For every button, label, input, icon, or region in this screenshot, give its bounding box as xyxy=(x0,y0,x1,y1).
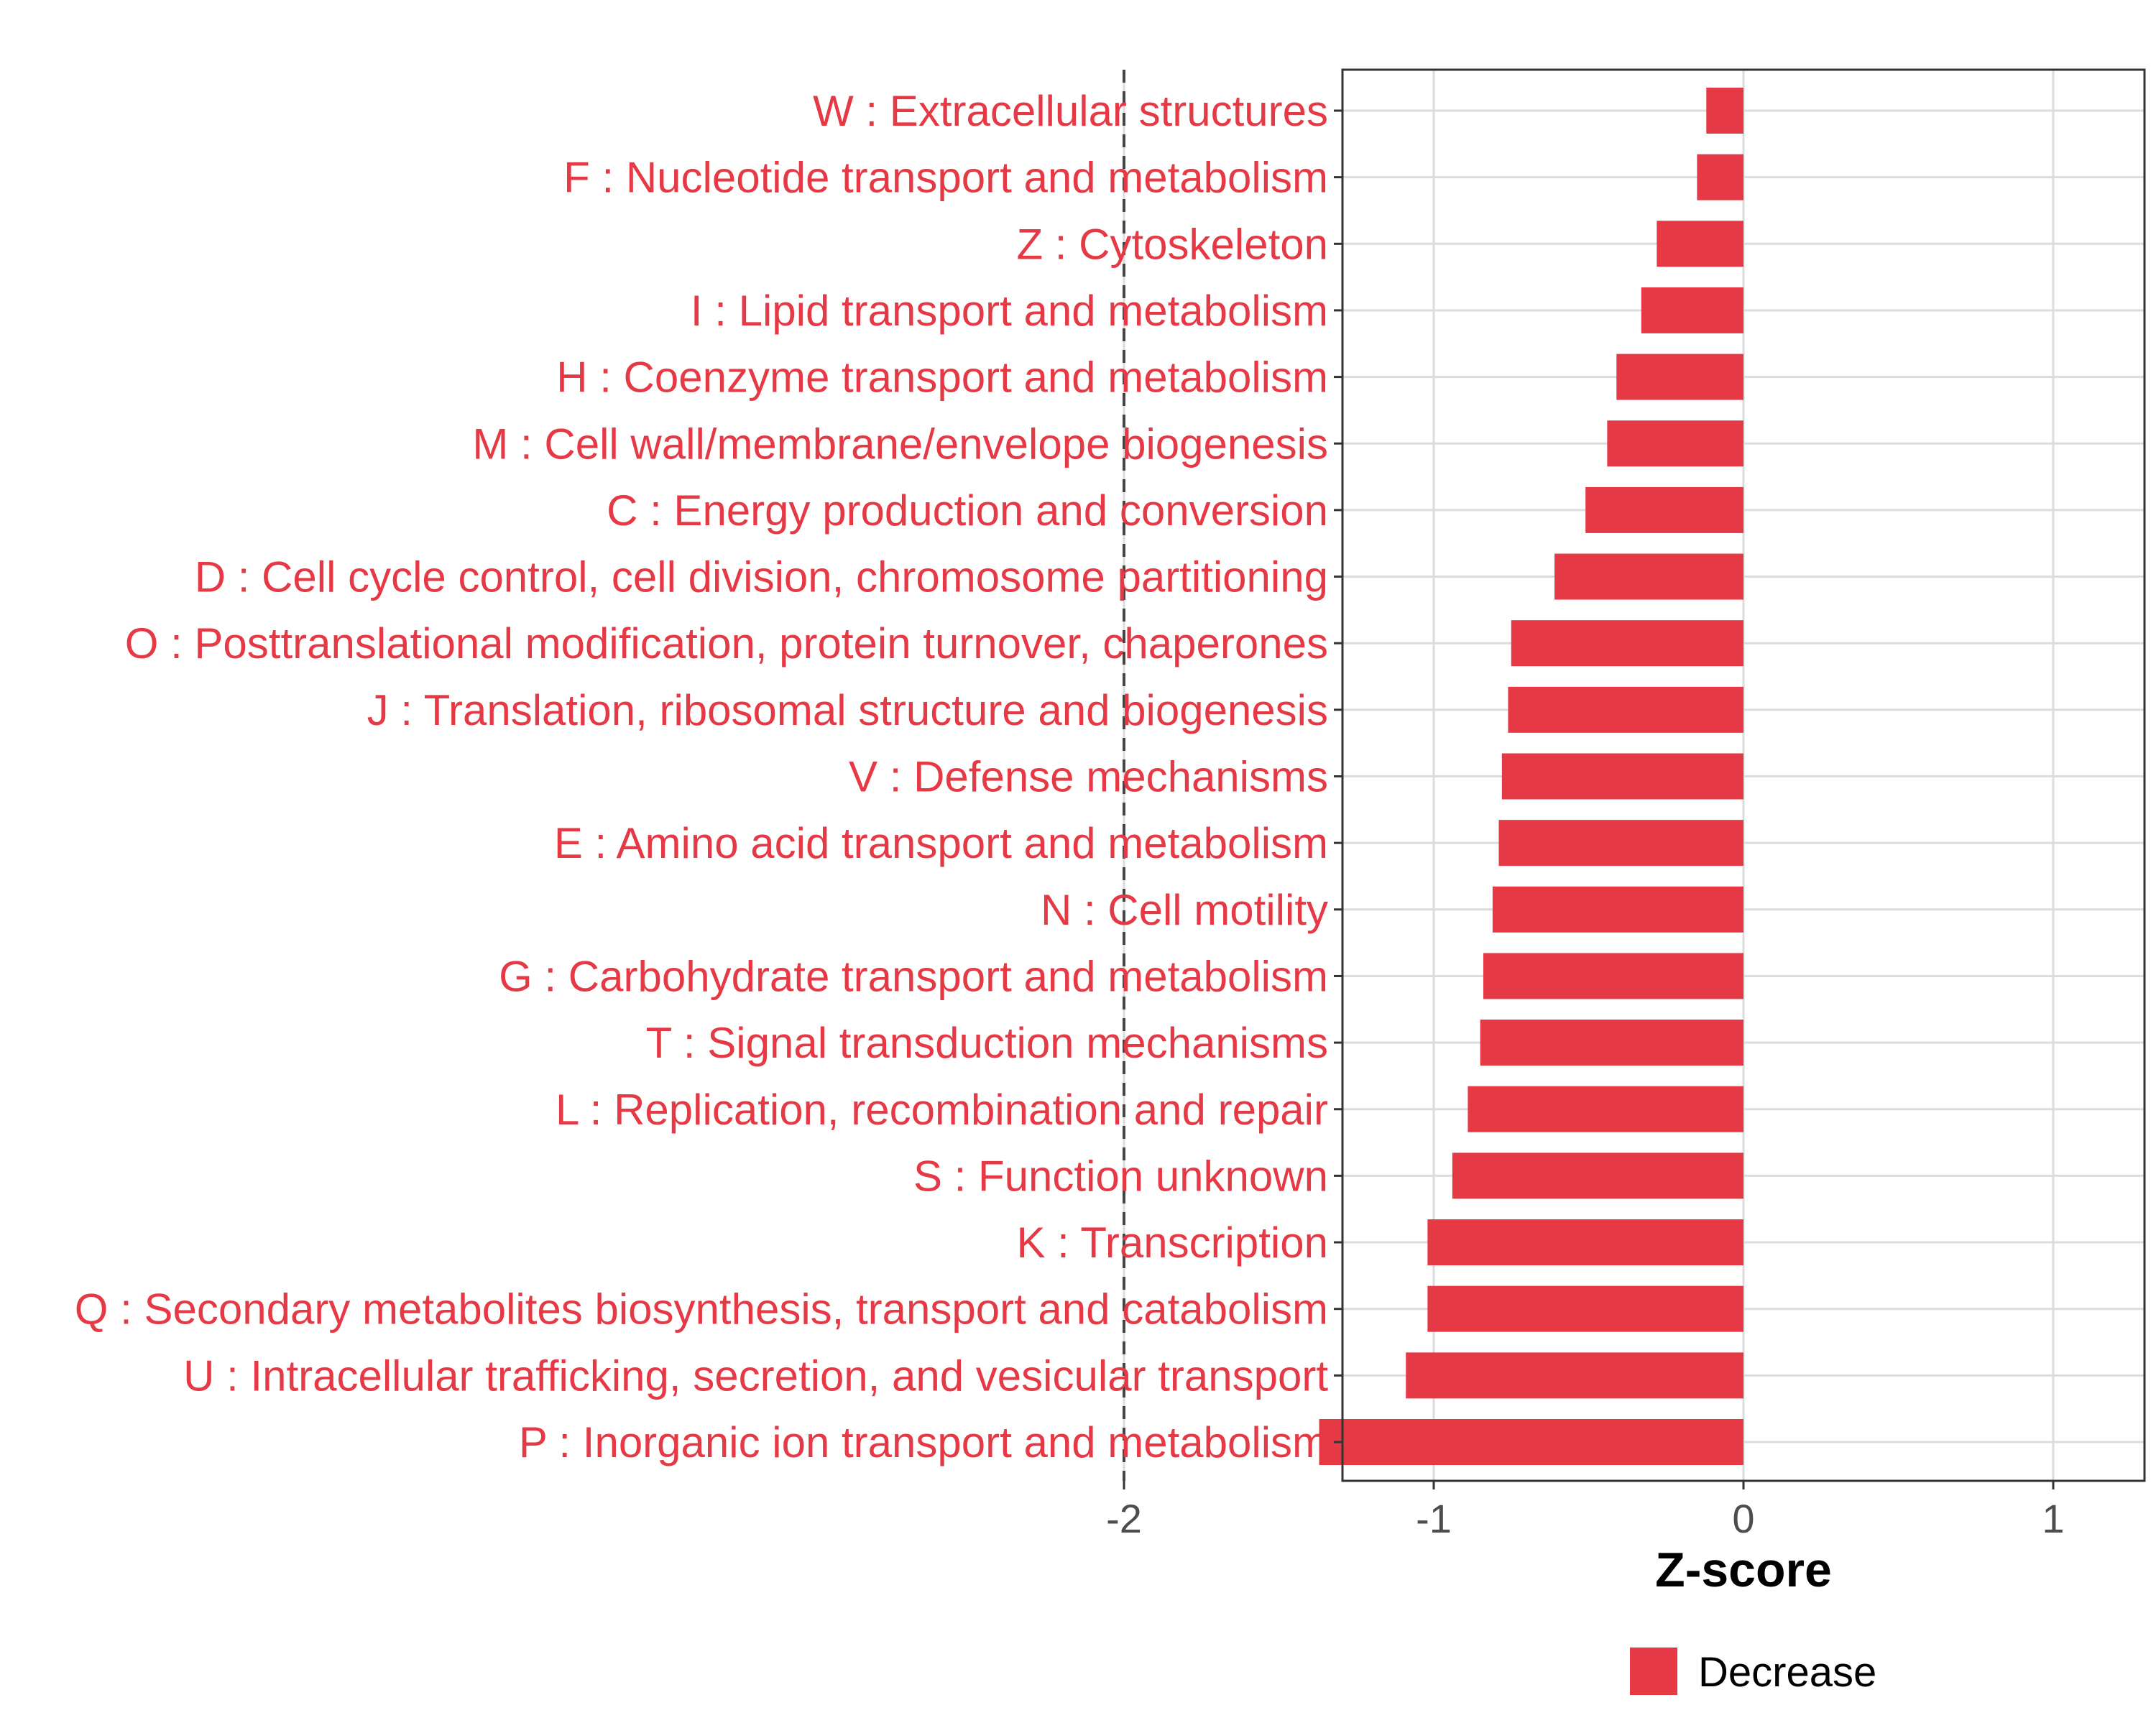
bar-13 xyxy=(1483,953,1743,999)
category-label-18: Q : Secondary metabolites biosynthesis, … xyxy=(75,1285,1328,1334)
bar-14 xyxy=(1480,1020,1743,1066)
x-axis-title: Z-score xyxy=(1655,1543,1832,1597)
bar-10 xyxy=(1501,753,1743,800)
category-label-7: D : Cell cycle control, cell division, c… xyxy=(195,553,1328,601)
bar-2 xyxy=(1657,221,1743,267)
category-label-5: M : Cell wall/membrane/envelope biogenes… xyxy=(472,420,1328,468)
bar-3 xyxy=(1641,287,1743,333)
category-label-6: C : Energy production and conversion xyxy=(607,486,1328,535)
legend-label-decrease: Decrease xyxy=(1698,1649,1876,1696)
bar-5 xyxy=(1607,420,1743,467)
x-tick-label-3: 1 xyxy=(2042,1496,2064,1541)
bar-18 xyxy=(1427,1285,1743,1332)
category-label-4: H : Coenzyme transport and metabolism xyxy=(556,354,1328,402)
x-axis-ticks xyxy=(1123,1481,2055,1489)
category-label-2: Z : Cytoskeleton xyxy=(1016,220,1328,268)
category-label-16: S : Function unknown xyxy=(913,1152,1328,1200)
bar-1 xyxy=(1697,154,1743,200)
bar-12 xyxy=(1492,886,1743,933)
y-axis-ticks xyxy=(1334,109,1342,1443)
bars-layer xyxy=(1319,88,1743,1465)
x-tick-label-2: 0 xyxy=(1732,1496,1754,1541)
category-label-0: W : Extracellular structures xyxy=(813,87,1328,135)
category-label-9: J : Translation, ribosomal structure and… xyxy=(367,686,1328,734)
category-label-15: L : Replication, recombination and repai… xyxy=(556,1086,1328,1134)
category-label-13: G : Carbohydrate transport and metabolis… xyxy=(499,952,1328,1000)
bar-11 xyxy=(1498,820,1743,867)
bar-15 xyxy=(1468,1086,1743,1132)
category-label-11: E : Amino acid transport and metabolism xyxy=(554,819,1328,867)
category-label-8: O : Posttranslational modification, prot… xyxy=(125,619,1328,667)
x-tick-label-0: -2 xyxy=(1106,1496,1142,1541)
category-label-3: I : Lipid transport and metabolism xyxy=(691,287,1328,335)
legend: Decrease xyxy=(1630,1648,1876,1696)
x-tick-labels: -2-1012 xyxy=(1106,1496,2064,1541)
bar-19 xyxy=(1406,1352,1743,1399)
bar-4 xyxy=(1616,354,1743,400)
bar-9 xyxy=(1508,686,1743,733)
category-label-17: K : Transcription xyxy=(1016,1219,1328,1267)
category-label-10: V : Defense mechanisms xyxy=(849,753,1328,801)
bar-8 xyxy=(1511,620,1743,667)
category-label-12: N : Cell motility xyxy=(1041,886,1328,934)
bar-0 xyxy=(1706,88,1743,134)
threshold-lines xyxy=(1123,70,1125,1481)
category-label-19: U : Intracellular trafficking, secretion… xyxy=(183,1352,1328,1400)
category-labels: W : Extracellular structures F : Nucleoti… xyxy=(75,87,1329,1466)
category-label-14: T : Signal transduction mechanisms xyxy=(646,1019,1328,1067)
bar-7 xyxy=(1554,553,1743,600)
bar-20 xyxy=(1319,1419,1743,1465)
bar-6 xyxy=(1585,486,1743,533)
category-label-1: F : Nucleotide transport and metabolism xyxy=(563,154,1328,202)
category-label-20: P : Inorganic ion transport and metaboli… xyxy=(519,1418,1328,1466)
bar-16 xyxy=(1452,1152,1743,1199)
legend-swatch-decrease xyxy=(1630,1648,1677,1695)
x-tick-label-1: -1 xyxy=(1416,1496,1452,1541)
bar-17 xyxy=(1427,1219,1743,1266)
